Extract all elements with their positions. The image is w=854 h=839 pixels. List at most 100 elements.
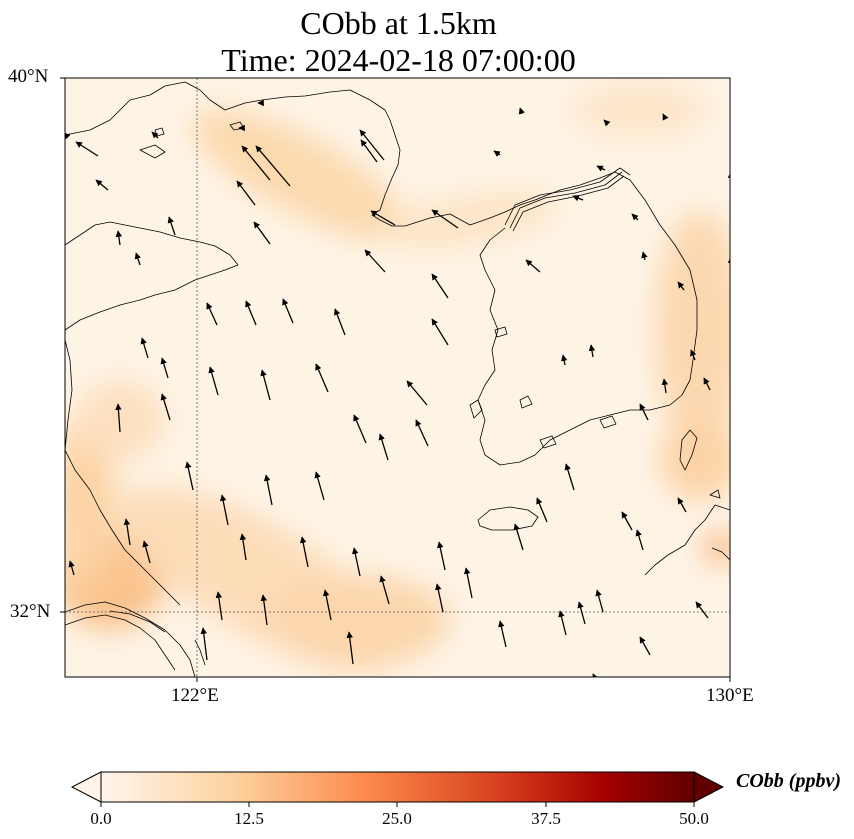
wind-vector	[631, 213, 639, 221]
wind-vector	[260, 369, 271, 401]
wind-vector	[518, 107, 525, 115]
tick-marks	[60, 77, 731, 682]
wind-vector	[253, 221, 271, 245]
wind-vector	[677, 281, 685, 291]
colorbar-tick-label: 12.5	[234, 809, 264, 828]
map-frame	[64, 77, 731, 678]
wind-vector	[661, 378, 669, 394]
wind-vector	[635, 529, 644, 551]
wind-vector	[185, 461, 194, 491]
lat-label-40n: 40°N	[8, 66, 49, 87]
wind-vector	[690, 349, 697, 361]
wind-vector	[346, 631, 354, 665]
lon-label-122e: 122°E	[171, 685, 219, 706]
wind-vector	[639, 403, 649, 421]
wind-vector	[215, 591, 223, 621]
gridlines	[65, 78, 730, 677]
wind-vector	[364, 249, 386, 273]
wind-vector	[431, 209, 459, 229]
wind-vector	[379, 575, 390, 605]
wind-vector	[353, 414, 367, 444]
wind-vector	[560, 354, 568, 366]
wind-vector	[334, 308, 346, 336]
colorbar-tick-label: 25.0	[382, 809, 412, 828]
colorbar-extend-low	[70, 771, 102, 803]
wind-vector	[219, 494, 229, 526]
wind-vector	[260, 594, 268, 626]
wind-vector	[140, 337, 149, 359]
wind-vector	[255, 145, 291, 187]
wind-vector	[115, 230, 123, 246]
wind-vector	[206, 302, 218, 326]
wind-vector	[677, 497, 687, 513]
lat-label-32n: 32°N	[10, 601, 51, 622]
wind-vector	[596, 165, 606, 172]
colorbar-label: CObb (ppbv)	[736, 770, 841, 792]
wind-vector	[134, 252, 141, 266]
wind-vector	[592, 673, 599, 677]
wind-vector	[352, 547, 361, 577]
wind-vector	[558, 610, 567, 636]
wind-vector	[621, 511, 633, 531]
colorbar-tick-label: 50.0	[679, 809, 709, 828]
coastlines	[65, 81, 730, 677]
wind-vector	[595, 589, 604, 613]
wind-vector	[431, 318, 449, 346]
colorbar	[70, 771, 725, 807]
wind-vector	[239, 533, 247, 561]
cobb-concentration-field	[65, 78, 730, 677]
wind-vector	[236, 180, 256, 206]
colorbar-tick-label: 37.5	[531, 809, 561, 828]
wind-vector	[572, 195, 584, 202]
wind-vector	[151, 131, 159, 139]
wind-vector	[463, 567, 473, 599]
wind-vector	[639, 636, 651, 656]
wind-vector	[603, 119, 611, 127]
wind-vector	[65, 132, 71, 140]
wind-vector	[322, 589, 332, 621]
wind-vector	[208, 366, 219, 396]
wind-vector	[123, 518, 131, 546]
wind-vector	[315, 363, 329, 393]
wind-vector	[68, 560, 75, 576]
wind-vector	[378, 433, 389, 461]
wind-vector	[588, 344, 596, 358]
wind-vector	[493, 150, 501, 157]
wind-vector	[370, 210, 396, 226]
wind-vector	[245, 300, 257, 326]
wind-vector	[406, 380, 428, 406]
wind-vector	[662, 113, 669, 121]
wind-vector	[200, 627, 208, 661]
wind-vector	[115, 403, 122, 433]
wind-vector	[263, 474, 273, 506]
wind-vector	[142, 540, 151, 564]
colorbar-ticks	[100, 802, 695, 807]
wind-vector	[437, 541, 446, 571]
colorbar-tick-label: 0.0	[90, 809, 112, 828]
wind-vector	[695, 601, 709, 619]
wind-vector	[415, 419, 429, 447]
wind-vector	[577, 601, 586, 625]
wind-vector	[431, 273, 449, 299]
wind-vector	[160, 393, 171, 421]
wind-vectors	[65, 99, 730, 677]
wind-vector	[95, 179, 109, 191]
colorbar-extend-high	[693, 771, 725, 803]
wind-vector	[282, 298, 294, 324]
wind-vector	[75, 141, 99, 157]
map-title: CObb at 1.5km	[300, 5, 497, 41]
wind-vector	[359, 129, 385, 161]
wind-vector	[513, 523, 524, 551]
wind-vector	[299, 536, 309, 568]
colorbar-gradient	[100, 771, 695, 803]
wind-vector	[536, 497, 548, 523]
wind-vector	[498, 620, 507, 648]
wind-vector	[314, 471, 325, 501]
wind-vector	[160, 357, 169, 379]
wind-vector	[241, 145, 271, 181]
wind-vector	[703, 377, 711, 391]
map-time-subtitle: Time: 2024-02-18 07:00:00	[221, 42, 576, 78]
wind-vector	[564, 463, 575, 491]
wind-vector	[435, 583, 444, 613]
